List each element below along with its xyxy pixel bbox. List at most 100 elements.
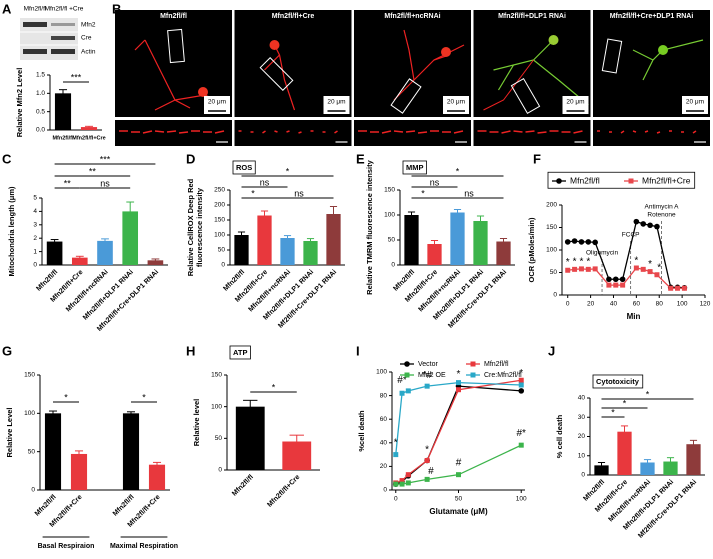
point (424, 458, 430, 463)
significance-label: ns (100, 178, 110, 188)
y-tick-label: 100 (546, 247, 557, 254)
point (399, 478, 405, 484)
x-tick-label: Mfn2fl/fl+ncRNAi (418, 269, 463, 314)
error-bar (75, 255, 84, 259)
bar (97, 240, 113, 265)
panel-tag: Cytotoxicity (596, 377, 640, 386)
point (668, 285, 674, 291)
annotation: * (519, 368, 523, 379)
bar (280, 238, 295, 265)
point (681, 285, 687, 291)
y-tick-label: 150 (24, 372, 35, 379)
significance-label: * (272, 382, 276, 392)
error-bar (50, 239, 59, 244)
annotation: * (586, 256, 590, 267)
error-bar (101, 238, 109, 243)
micrograph-strip (473, 120, 591, 146)
legend-label: Vector (418, 361, 439, 368)
x-tick-label: Mfn2fl/fl+Cre (266, 474, 301, 509)
soma (658, 45, 668, 55)
y-tick-label: 0 (391, 262, 395, 269)
scale-bar-box (682, 96, 708, 114)
y-tick-label: 40 (380, 440, 388, 447)
tag-box (232, 160, 256, 175)
y-tick-label: 0 (581, 472, 585, 479)
bar (44, 413, 62, 490)
significance-label: ** (64, 178, 72, 188)
y-tick-label: 60 (380, 416, 388, 423)
mito (405, 130, 416, 133)
bar (147, 260, 164, 265)
bar (54, 93, 72, 130)
panel-label: B (112, 1, 121, 16)
legend-box (547, 171, 696, 189)
annotation: * (634, 255, 638, 266)
y-axis-label: Relative Level (5, 407, 14, 457)
point (405, 388, 411, 394)
point (592, 239, 598, 246)
blot-band (51, 49, 75, 54)
scale-bar-box (204, 96, 230, 114)
y-tick-label: 100 (384, 212, 395, 219)
error-bar (306, 238, 315, 244)
legend-marker (470, 372, 476, 378)
annotation: * (566, 257, 570, 268)
bar (427, 244, 442, 265)
point (585, 266, 591, 272)
mito (298, 131, 302, 134)
scale-bar-label: 20 μm (566, 99, 584, 106)
y-tick-label: 4 (33, 208, 37, 215)
error-bar (260, 210, 269, 220)
error-bar (620, 425, 629, 438)
y-tick-label: 0 (553, 292, 557, 299)
y-tick-label: 100 (214, 232, 225, 239)
event-label: FCCP (622, 232, 640, 239)
neurite (483, 59, 534, 111)
y-tick-label: 150 (214, 217, 225, 224)
point (518, 382, 524, 388)
mito (644, 130, 649, 133)
bar (303, 241, 318, 265)
error-bar (126, 201, 135, 221)
x-tick-label: 100 (516, 496, 527, 503)
micrograph-title: Mfn2fl/fl (160, 13, 187, 20)
bar (594, 465, 609, 475)
annotation: * (457, 369, 461, 380)
micrograph-title: Mfn2fl/fl+Cre (272, 13, 315, 20)
y-tick-label: 150 (546, 224, 557, 231)
bar (404, 215, 419, 265)
event-label: Oligomycin (586, 250, 619, 257)
y-tick-label: 1 (33, 248, 37, 255)
significance-label: * (421, 188, 425, 198)
x-tick-label: 120 (700, 301, 711, 308)
point (393, 481, 399, 487)
error-bar (74, 450, 84, 458)
error-bar (499, 238, 508, 245)
mito (537, 131, 547, 134)
blot-row-label: Mfn2 (81, 22, 96, 29)
blot-row-label: Cre (81, 35, 92, 42)
neurite (497, 64, 515, 91)
roi-box (259, 57, 294, 91)
scale-bar-box (323, 96, 350, 114)
y-tick-label: 50 (388, 237, 396, 244)
x-tick-label: 80 (656, 301, 664, 308)
x-tick-label: Mfn2fl/fl (112, 494, 136, 518)
point (640, 221, 647, 227)
neurite (144, 39, 191, 109)
y-tick-label: 3 (33, 222, 37, 229)
mito (334, 130, 338, 134)
y-tick-label: 1.5 (36, 72, 45, 79)
error-bar (152, 461, 162, 467)
micrograph: Mfn2fl/fl+DLP1 RNAi 20 μm (473, 10, 591, 146)
x-tick-label: Mfn2fl/fl (35, 269, 59, 293)
error-bar (476, 215, 485, 226)
error-bar (597, 461, 606, 469)
y-tick-label: 200 (546, 202, 557, 209)
blot-band (51, 23, 75, 26)
significance-label: * (623, 398, 627, 408)
mito (262, 130, 266, 134)
x-axis-label: Glutamate (μM) (429, 507, 488, 516)
y-tick-label: 0.5 (36, 108, 45, 115)
